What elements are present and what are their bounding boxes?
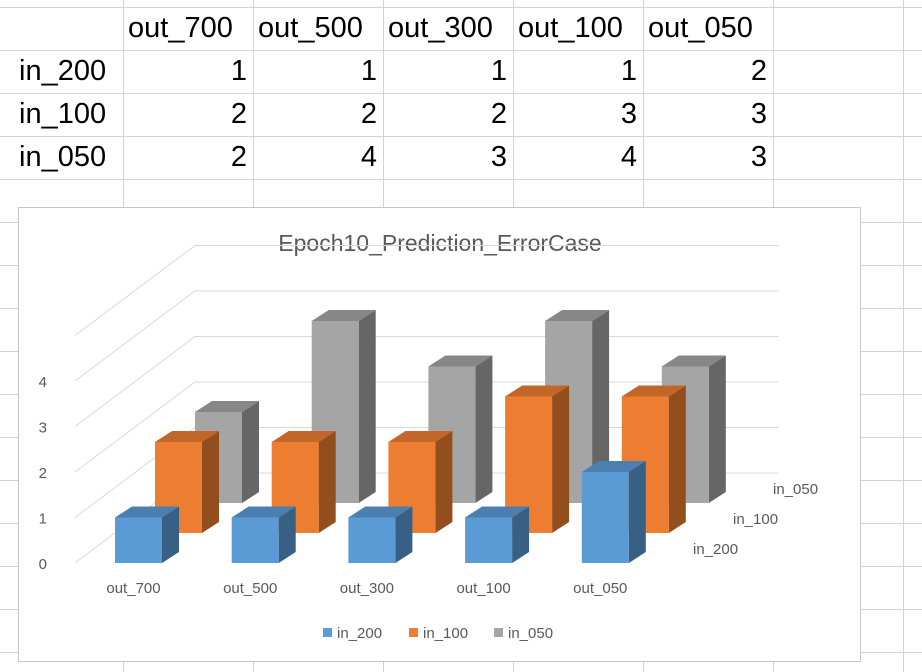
- chart-legend: in_200 in_100 in_050: [323, 625, 553, 642]
- bar-top: [348, 506, 413, 518]
- chart-3d-column: Epoch10_Prediction_ErrorCase 0 1 2 3 4 in_20…: [39, 230, 818, 642]
- table-cell[interactable]: 4: [360, 141, 377, 173]
- y-tick-label: 0: [39, 556, 47, 573]
- bar-top: [115, 506, 179, 518]
- y-tick-label: 2: [39, 465, 47, 482]
- bar: [115, 506, 179, 563]
- bar-side: [358, 310, 376, 503]
- row-header[interactable]: in_200: [19, 55, 107, 87]
- col-header[interactable]: out_500: [258, 12, 363, 44]
- bar-side: [395, 506, 413, 563]
- depth-axis-label: in_050: [773, 481, 818, 498]
- bar: [581, 461, 646, 563]
- legend-swatch: [323, 628, 332, 637]
- table-cell[interactable]: 1: [360, 55, 377, 87]
- legend-swatch: [494, 628, 503, 637]
- bar-top: [428, 355, 493, 367]
- gridline: [74, 245, 779, 336]
- col-header[interactable]: out_100: [518, 12, 623, 44]
- bar-top: [195, 401, 259, 412]
- chart-bars: [115, 310, 726, 563]
- table-cell[interactable]: 2: [490, 98, 507, 130]
- x-tick-label: out_500: [223, 580, 277, 597]
- y-tick-label: 3: [39, 420, 47, 437]
- legend-item: in_050: [494, 625, 553, 642]
- legend-item: in_200: [323, 625, 382, 642]
- bar-top: [505, 385, 570, 397]
- col-header[interactable]: out_700: [128, 12, 233, 44]
- table-cell[interactable]: 3: [750, 141, 767, 173]
- bar: [348, 506, 413, 563]
- legend-item: in_100: [409, 625, 468, 642]
- row-header[interactable]: in_050: [19, 141, 107, 173]
- bar-side: [202, 431, 219, 533]
- bar-top: [155, 431, 219, 442]
- bar-side: [278, 506, 296, 563]
- table-cell[interactable]: 2: [230, 141, 247, 173]
- bar-top: [388, 431, 453, 442]
- legend-label: in_050: [508, 625, 553, 642]
- bar-top: [311, 310, 376, 321]
- x-tick-label: out_300: [340, 580, 394, 597]
- bar-top: [271, 431, 336, 442]
- x-tick-label: out_700: [106, 580, 160, 597]
- bar-side: [318, 431, 336, 533]
- x-tick-label: out_100: [456, 580, 510, 597]
- table-cell[interactable]: 2: [360, 98, 377, 130]
- x-tick-label: out_050: [573, 580, 627, 597]
- bar-side: [242, 401, 259, 503]
- bar-top: [231, 506, 296, 518]
- bar-side: [628, 461, 646, 563]
- bar-side: [668, 385, 686, 533]
- bar-side: [512, 506, 530, 563]
- bar-side: [708, 355, 726, 503]
- table-cell[interactable]: 2: [230, 98, 247, 130]
- bar: [465, 506, 530, 563]
- legend-label: in_100: [423, 625, 468, 642]
- bar-front: [465, 517, 513, 563]
- row-header[interactable]: in_100: [19, 98, 107, 130]
- bar-front: [581, 472, 629, 563]
- bar-front: [348, 517, 396, 563]
- y-tick-label: 4: [39, 374, 47, 391]
- bar: [155, 431, 219, 533]
- bar-top: [465, 506, 530, 518]
- bar-side: [435, 431, 453, 533]
- chart-title: Epoch10_Prediction_ErrorCase: [278, 230, 601, 256]
- col-header[interactable]: out_300: [388, 12, 493, 44]
- y-tick-label: 1: [39, 511, 47, 528]
- bar-side: [552, 385, 570, 533]
- bar-front: [231, 517, 279, 563]
- table-cell[interactable]: 3: [620, 98, 637, 130]
- bar-front: [115, 517, 162, 563]
- legend-label: in_200: [337, 625, 382, 642]
- bar: [231, 506, 296, 563]
- table-cell[interactable]: 1: [490, 55, 507, 87]
- gridline: [74, 290, 779, 382]
- bar-side: [162, 506, 179, 563]
- table-cell[interactable]: 4: [620, 141, 637, 173]
- table-cell[interactable]: 1: [230, 55, 247, 87]
- y-axis-labels: 0 1 2 3 4: [39, 374, 47, 573]
- depth-axis-label: in_200: [693, 541, 738, 558]
- bar-top: [621, 385, 686, 397]
- table-cell[interactable]: 2: [750, 55, 767, 87]
- bar-top: [661, 355, 726, 367]
- bar-side: [592, 310, 610, 503]
- bar-top: [545, 310, 610, 321]
- depth-axis-label: in_100: [733, 511, 778, 528]
- bar-side: [475, 355, 493, 503]
- legend-swatch: [409, 628, 418, 637]
- col-header[interactable]: out_050: [648, 12, 753, 44]
- table-cell[interactable]: 3: [750, 98, 767, 130]
- depth-axis-labels: in_200 in_100 in_050: [693, 481, 818, 558]
- bar-top: [581, 461, 646, 472]
- table-cell[interactable]: 3: [490, 141, 507, 173]
- chart-container[interactable]: Epoch10_Prediction_ErrorCase 0 1 2 3 4 in_20…: [18, 207, 861, 662]
- table-cell[interactable]: 1: [620, 55, 637, 87]
- x-axis-labels: out_700 out_500 out_300 out_100 out_050: [106, 580, 627, 597]
